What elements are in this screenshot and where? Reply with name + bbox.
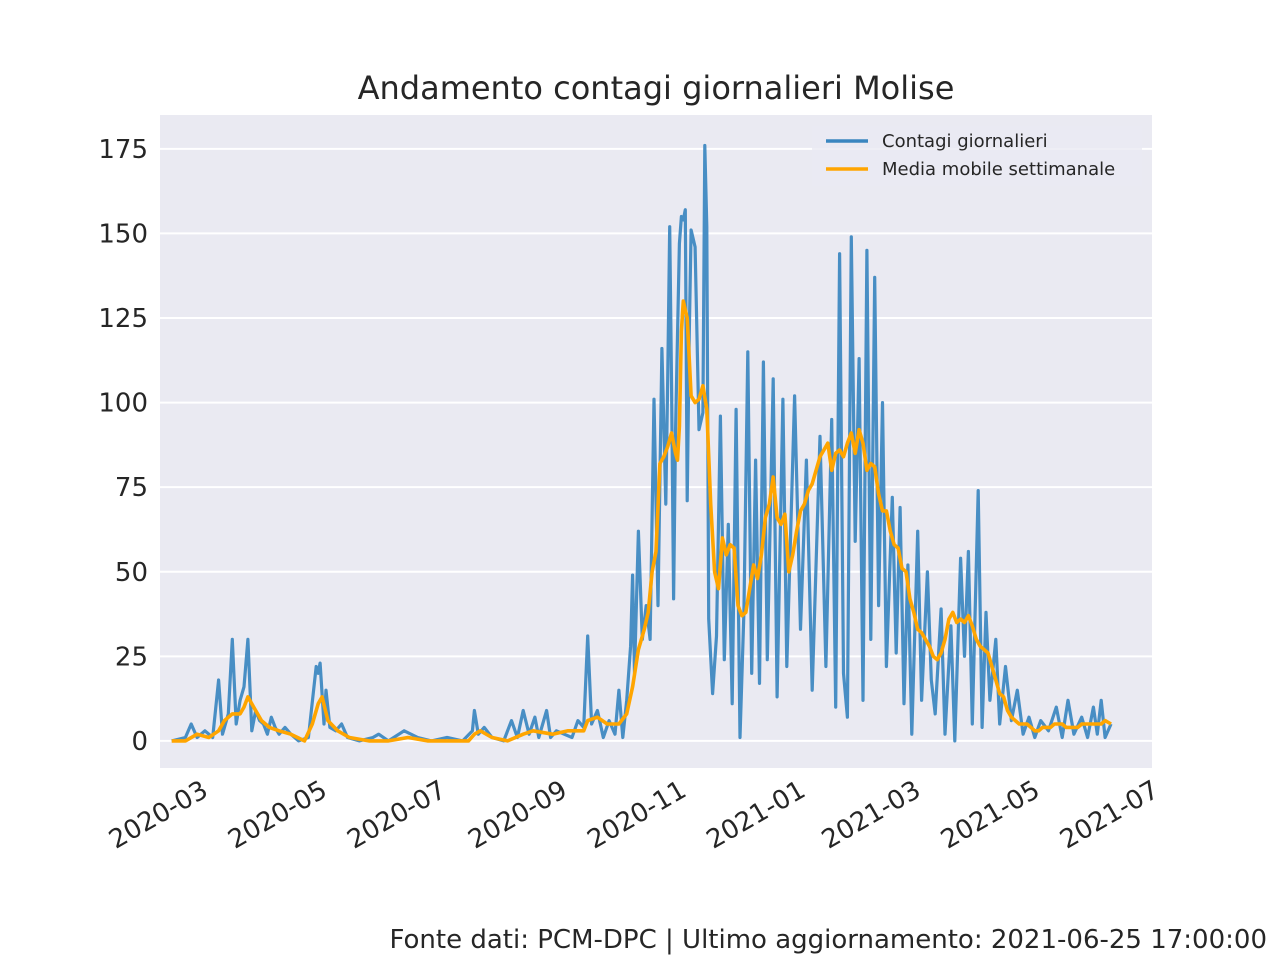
legend: Contagi giornalieri Media mobile settiman…	[812, 126, 1142, 186]
x-tick-label: 2020-07	[342, 775, 451, 855]
x-tick-labels: 2020-03 2020-05 2020-07 2020-09 2020-11 2021-…	[104, 775, 1164, 855]
x-tick-label: 2020-11	[583, 775, 692, 855]
legend-label: Contagi giornalieri	[882, 131, 1048, 152]
series-lines	[171, 143, 1113, 743]
y-tick-label: 25	[115, 642, 148, 672]
y-tick-label: 125	[98, 304, 148, 334]
x-tick-label: 2020-05	[223, 775, 332, 855]
series-line-1	[171, 299, 1112, 743]
legend-label: Media mobile settimanale	[882, 159, 1115, 180]
x-tick-label: 2021-03	[817, 775, 926, 855]
y-tick-label: 50	[115, 558, 148, 588]
x-tick-label: 2021-05	[936, 775, 1045, 855]
y-tick-labels: 0 25 50 75 100 125 150 175	[98, 135, 148, 757]
y-tick-label: 0	[131, 727, 148, 757]
x-tick-label: 2020-03	[104, 775, 213, 855]
x-tick-label: 2021-01	[702, 775, 811, 855]
source-footer: Fonte dati: PCM-DPC | Ultimo aggiornamen…	[389, 925, 1268, 955]
y-tick-label: 75	[115, 473, 148, 503]
y-tick-label: 100	[98, 389, 148, 419]
x-tick-label: 2021-07	[1055, 775, 1164, 855]
x-tick-label: 2020-09	[463, 775, 572, 855]
y-tick-label: 150	[98, 219, 148, 249]
y-tick-label: 175	[98, 135, 148, 165]
chart-title: Andamento contagi giornalieri Molise	[358, 69, 955, 107]
